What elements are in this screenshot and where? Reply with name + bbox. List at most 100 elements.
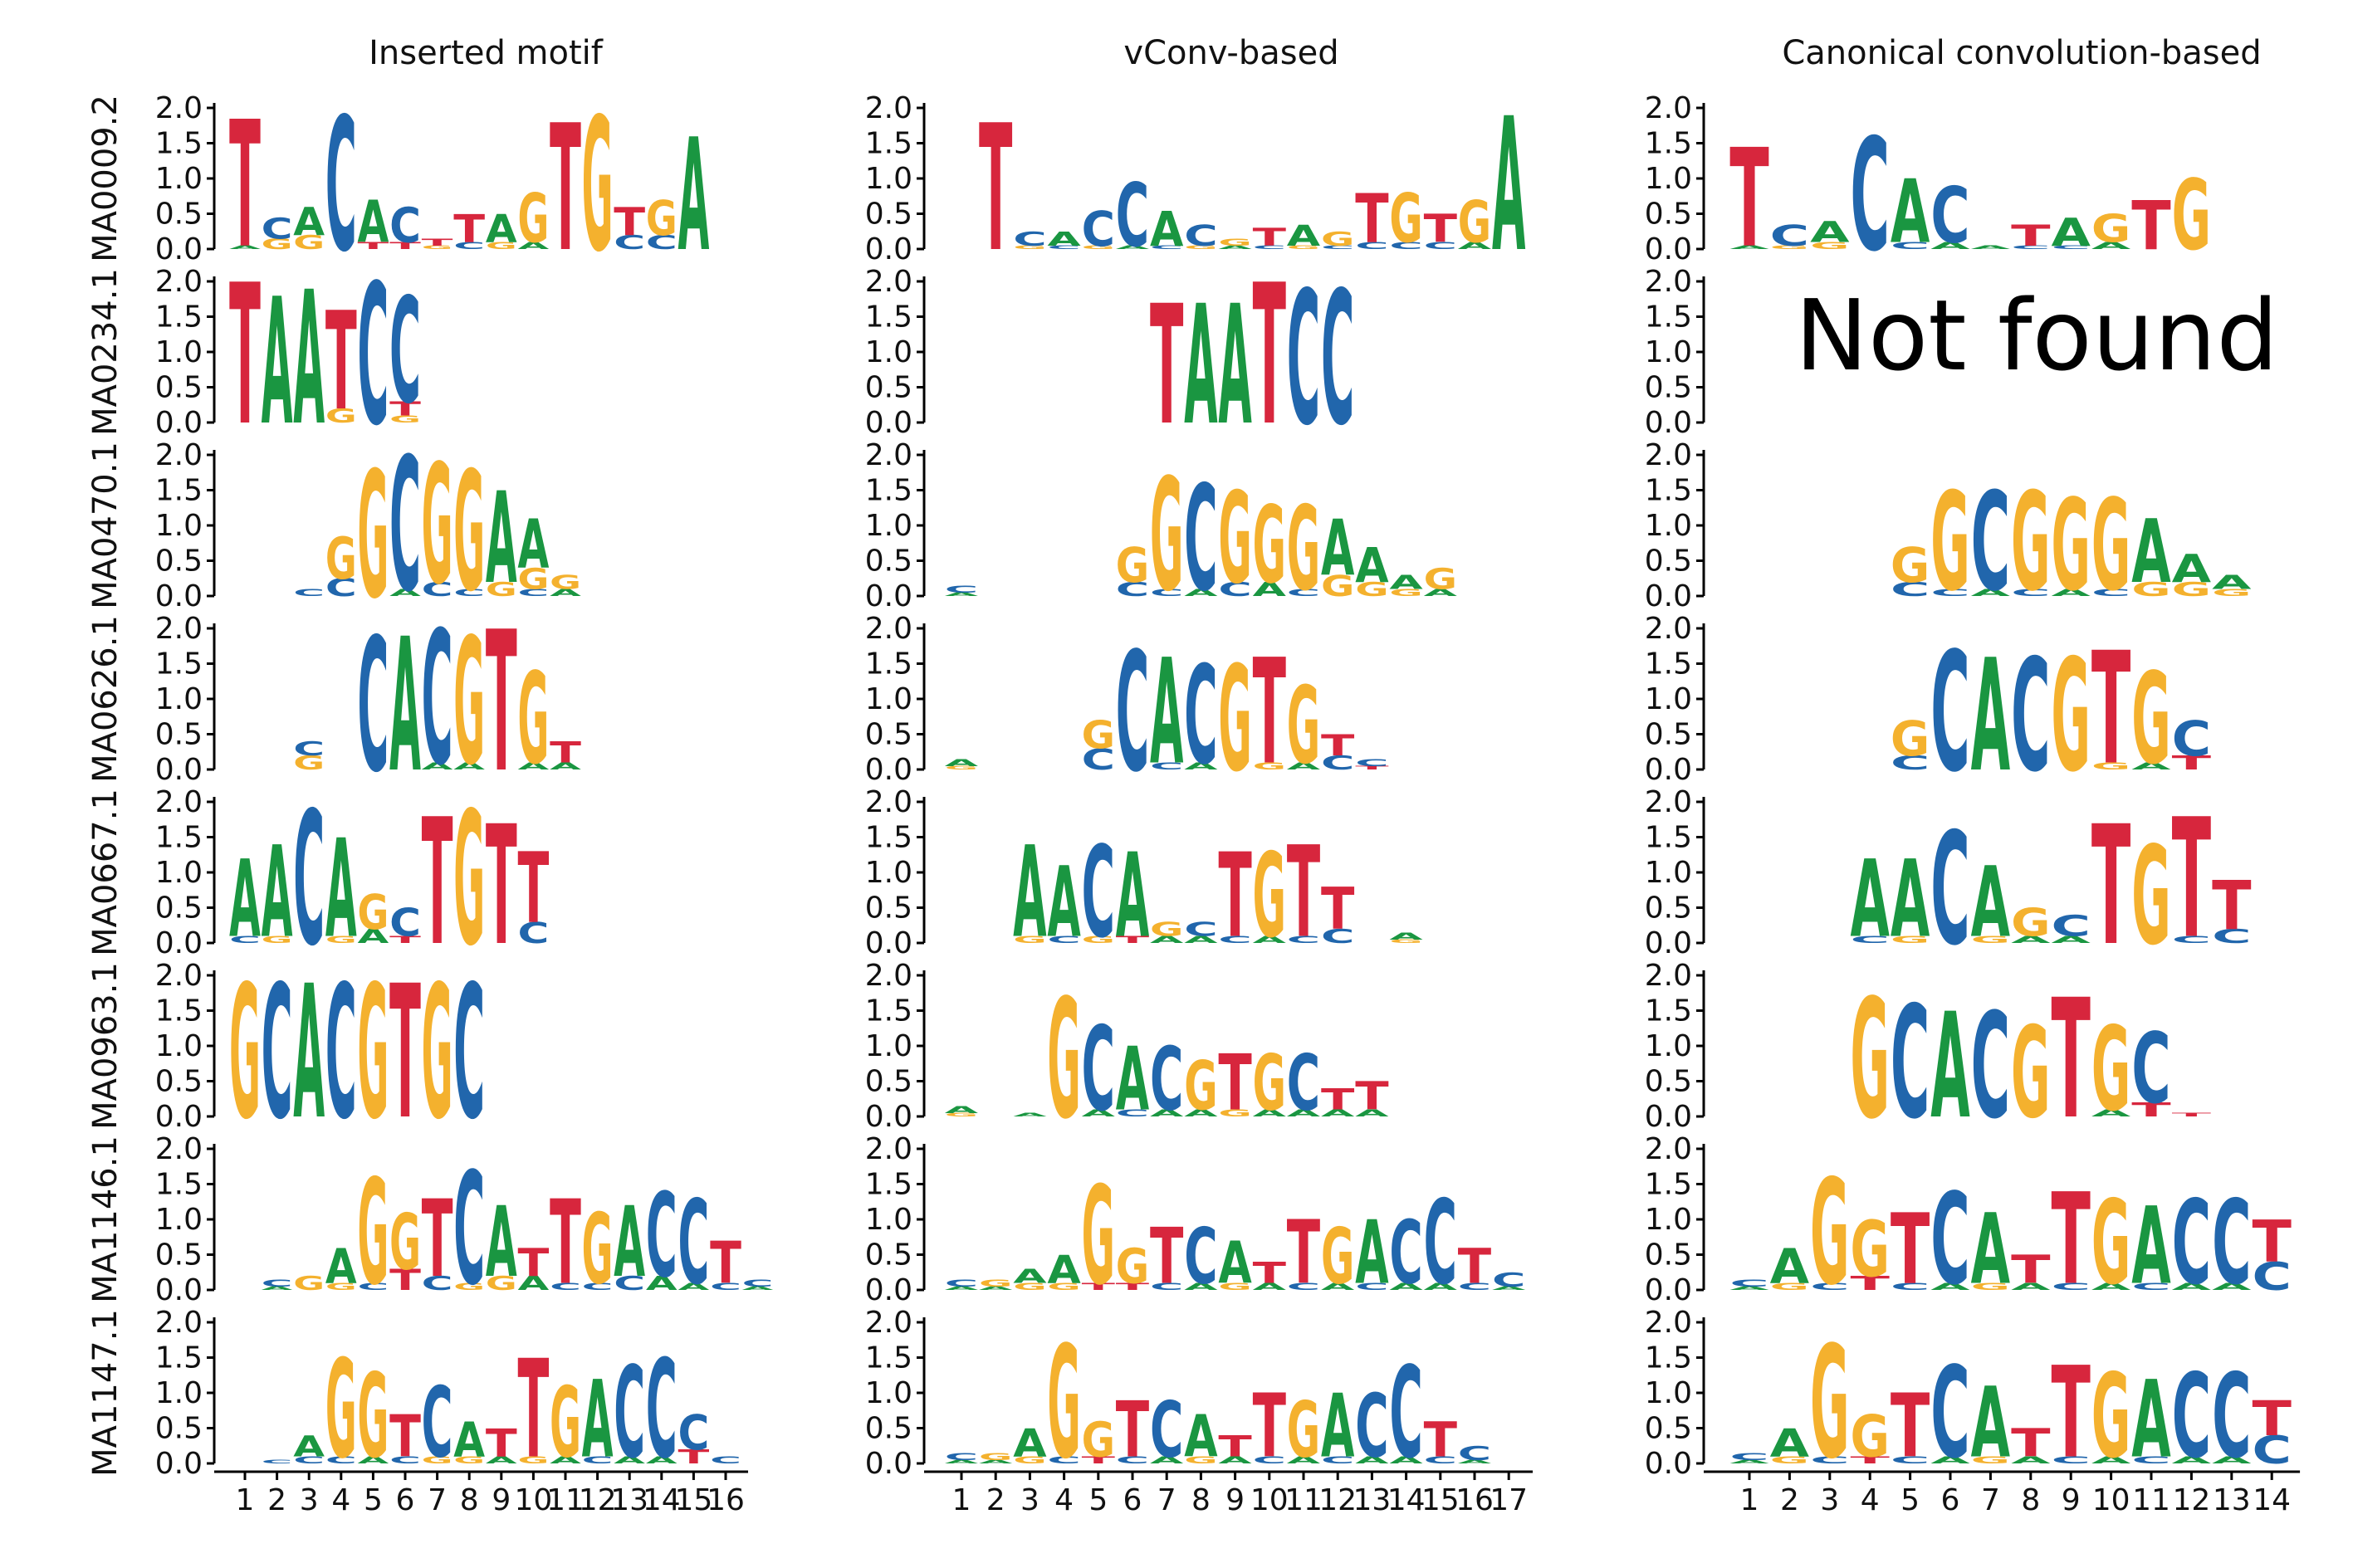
y-tick-label: 1.0 bbox=[1645, 1029, 1692, 1063]
logo-letter-C: C bbox=[1891, 578, 1930, 600]
svg-text:A: A bbox=[1013, 1112, 1046, 1118]
logo-letter-T: T bbox=[517, 833, 549, 946]
logo-letter-C: C bbox=[945, 1451, 978, 1463]
y-tick-label: 2.0 bbox=[155, 785, 203, 819]
logo-letter-A: A bbox=[486, 1454, 517, 1466]
logo-letter-T: T bbox=[1891, 1194, 1930, 1307]
y-tick-label: 1.0 bbox=[865, 162, 912, 196]
svg-text:A: A bbox=[1458, 240, 1492, 252]
svg-text:C: C bbox=[422, 579, 453, 601]
svg-text:C: C bbox=[1891, 1454, 1930, 1465]
svg-text:C: C bbox=[1082, 742, 1115, 776]
svg-text:C: C bbox=[229, 934, 261, 945]
logo-letter-C: C bbox=[262, 212, 293, 246]
column-title-vconv-based: vConv-based bbox=[1123, 34, 1338, 72]
svg-text:G: G bbox=[1184, 1047, 1217, 1126]
logo-letter-A: A bbox=[2131, 1359, 2170, 1483]
svg-text:A: A bbox=[517, 760, 549, 772]
svg-text:G: G bbox=[1150, 447, 1183, 627]
logo-letter-A: A bbox=[389, 600, 421, 813]
logo-letter-G: G bbox=[1287, 245, 1320, 251]
y-tick-label: 1.5 bbox=[865, 1341, 912, 1375]
logo-letter-A: A bbox=[325, 1239, 357, 1295]
y-tick-label: 0.5 bbox=[1645, 198, 1692, 232]
x-tick-label: 5 bbox=[1088, 1483, 1108, 1517]
logo-letter-C: C bbox=[710, 1454, 741, 1466]
logo-letter-C: C bbox=[389, 901, 421, 945]
svg-text:A: A bbox=[1355, 1454, 1389, 1466]
logo-letter-C: C bbox=[1458, 1442, 1491, 1464]
svg-text:G: G bbox=[945, 765, 978, 771]
svg-text:A: A bbox=[1930, 1281, 1970, 1292]
svg-text:T: T bbox=[325, 284, 357, 442]
logo-letter-T: T bbox=[2011, 1248, 2050, 1292]
svg-text:A: A bbox=[1492, 78, 1525, 292]
svg-text:G: G bbox=[582, 80, 614, 293]
y-tick-label: 2.0 bbox=[155, 959, 203, 993]
svg-text:C: C bbox=[1116, 1107, 1149, 1119]
svg-text:A: A bbox=[945, 1459, 978, 1465]
y-tick-label: 2.0 bbox=[155, 438, 203, 472]
logo-letter-C: C bbox=[2172, 1175, 2211, 1310]
logo-panel: 0.00.51.01.52.0AC GA CG TG CT AC GA AT CT AG CA AC A… bbox=[1645, 1306, 2292, 1493]
svg-text:T: T bbox=[517, 1241, 549, 1286]
svg-text:C: C bbox=[582, 1454, 614, 1466]
y-tick-label: 0.0 bbox=[155, 1100, 203, 1134]
logo-letter-C: C bbox=[614, 232, 645, 254]
svg-text:A: A bbox=[2131, 1185, 2170, 1309]
svg-text:A: A bbox=[2172, 547, 2211, 592]
svg-text:C: C bbox=[945, 1277, 978, 1289]
svg-text:A: A bbox=[1355, 537, 1389, 593]
svg-text:A: A bbox=[1810, 215, 1849, 249]
logo-letter-A: A bbox=[517, 760, 549, 772]
svg-text:T: T bbox=[453, 207, 485, 252]
y-tick-label: 0.0 bbox=[865, 406, 912, 440]
svg-text:T: T bbox=[1287, 1202, 1320, 1304]
svg-text:G: G bbox=[357, 1348, 389, 1484]
svg-text:G: G bbox=[2051, 473, 2090, 618]
x-tick-label: 3 bbox=[1820, 1483, 1839, 1517]
logo-letter-C: C bbox=[1321, 751, 1354, 774]
y-tick-label: 0.0 bbox=[155, 579, 203, 613]
svg-text:G: G bbox=[1458, 188, 1491, 256]
logo-letter-C: C bbox=[517, 916, 549, 950]
x-tick-label: 8 bbox=[460, 1483, 479, 1517]
svg-text:C: C bbox=[389, 419, 421, 633]
svg-text:C: C bbox=[1321, 252, 1354, 466]
logo-letter-A: A bbox=[1184, 760, 1218, 772]
logo-letter-T: T bbox=[422, 1177, 453, 1302]
svg-text:C: C bbox=[422, 593, 453, 806]
svg-text:A: A bbox=[1116, 828, 1149, 964]
y-tick-label: 0.5 bbox=[155, 891, 203, 926]
svg-text:C: C bbox=[1389, 1202, 1422, 1304]
logo-letter-G: G bbox=[2131, 818, 2170, 976]
y-tick-label: 2.0 bbox=[1645, 438, 1692, 472]
logo-letter-A: A bbox=[1355, 1107, 1389, 1119]
y-tick-label: 0.0 bbox=[865, 1447, 912, 1481]
svg-text:A: A bbox=[453, 760, 485, 772]
svg-text:A: A bbox=[1930, 1454, 1970, 1465]
svg-text:A: A bbox=[2212, 1454, 2252, 1465]
svg-text:C: C bbox=[1770, 219, 1809, 253]
logo-letter-C: C bbox=[1810, 1454, 1849, 1465]
svg-text:G: G bbox=[2172, 161, 2211, 273]
logo-letter-A: A bbox=[1971, 626, 2011, 806]
logo-letter-C: C bbox=[710, 1281, 741, 1292]
svg-text:C: C bbox=[1321, 925, 1354, 947]
svg-text:A: A bbox=[979, 1459, 1012, 1465]
svg-text:C: C bbox=[1150, 587, 1183, 598]
logo-letter-C: C bbox=[262, 947, 293, 1160]
svg-text:T: T bbox=[1218, 828, 1251, 964]
svg-text:G: G bbox=[325, 1281, 357, 1292]
svg-text:C: C bbox=[453, 1140, 485, 1320]
y-tick-label: 0.5 bbox=[155, 198, 203, 232]
svg-text:A: A bbox=[1891, 838, 1930, 962]
logo-letter-G: G bbox=[2172, 161, 2211, 273]
svg-text:T: T bbox=[1729, 121, 1768, 279]
svg-text:G: G bbox=[1047, 965, 1080, 1155]
logo-letter-G: G bbox=[1218, 237, 1251, 248]
svg-text:C: C bbox=[1218, 578, 1251, 600]
logo-letter-G: G bbox=[1013, 934, 1046, 945]
svg-text:G: G bbox=[262, 934, 293, 945]
x-tick-label: 2 bbox=[986, 1483, 1005, 1517]
